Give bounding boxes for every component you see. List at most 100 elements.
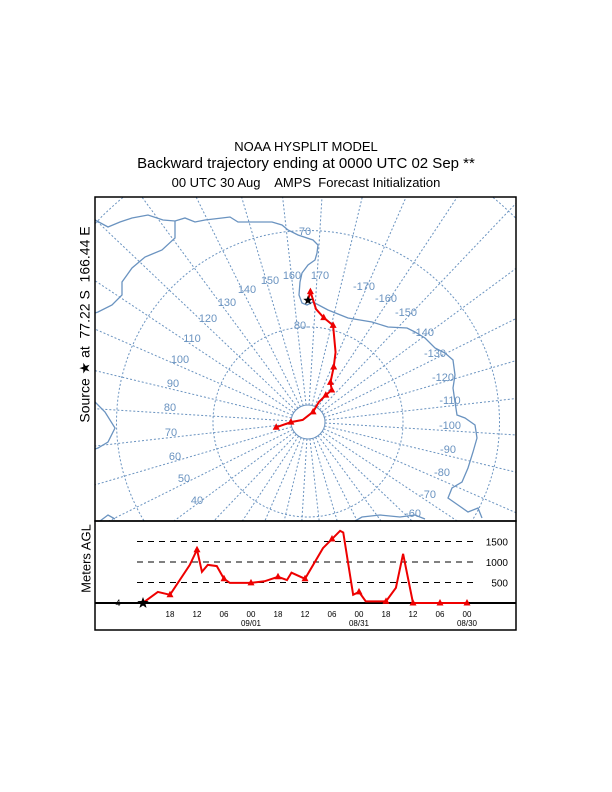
latitude-circle	[116, 230, 308, 521]
meridian-line	[195, 197, 301, 407]
height-marker	[166, 590, 174, 598]
meridian-line	[241, 197, 304, 406]
chart-subtitle-2: 00 UTC 30 Aug AMPS Forecast Initializati…	[171, 175, 441, 190]
trajectory-marker	[322, 391, 330, 398]
time-tick-label: 12	[193, 610, 202, 619]
longitude-label: -80	[434, 467, 450, 479]
date-tick-label: 09/01	[241, 619, 262, 628]
longitude-label: -150	[395, 307, 417, 319]
longitude-label: 80	[164, 402, 176, 414]
height-marker	[382, 597, 390, 604]
trajectory-line	[275, 288, 337, 429]
meridian-line	[312, 438, 338, 521]
meridian-line	[241, 435, 299, 521]
trajectory-marker	[287, 418, 295, 425]
longitude-label: -130	[424, 348, 446, 360]
source-label: Source ★ at 77.22 S 166.44 E	[76, 226, 93, 423]
longitude-label: 160	[283, 270, 301, 282]
source-star-icon	[303, 295, 313, 305]
time-tick-label: 12	[409, 610, 418, 619]
meridian-line	[264, 437, 302, 521]
longitude-label: 130	[218, 297, 236, 309]
height-tick-label: 1500	[486, 538, 509, 549]
latitude-circle	[95, 197, 124, 224]
longitude-label: 150	[261, 275, 279, 287]
start-height-label: 4	[115, 598, 120, 608]
meridian-line	[95, 370, 292, 419]
longitude-label: -120	[432, 372, 454, 384]
time-tick-label: 12	[301, 610, 310, 619]
height-marker	[274, 572, 282, 580]
height-marker	[301, 574, 309, 582]
meridian-line	[308, 197, 323, 406]
meridian-line	[324, 425, 516, 473]
longitude-label: 170	[311, 270, 329, 282]
chart-subtitle: Backward trajectory ending at 0000 UTC 0…	[137, 155, 475, 172]
meridian-line	[320, 433, 413, 521]
meridian-line	[95, 408, 292, 422]
longitude-label: 60	[169, 451, 181, 463]
longitude-label: -70	[420, 489, 436, 501]
longitude-label: 120	[199, 313, 217, 325]
time-tick-label: 00	[355, 610, 364, 619]
longitude-label: -100	[439, 420, 461, 432]
latitude-label: 80	[294, 320, 306, 332]
longitude-label: 40	[191, 495, 203, 507]
meridian-line	[323, 428, 516, 514]
latitude-label: 70	[299, 226, 311, 238]
meridian-line	[324, 360, 516, 418]
meridian-line	[95, 426, 292, 486]
time-tick-label: 18	[382, 610, 391, 619]
trajectory-marker	[272, 423, 280, 430]
meridian-line	[315, 437, 358, 521]
longitude-label: -170	[353, 281, 375, 293]
map-graticule: 70 80 150 160 170 -170-160 -150 -140 -130 -120 -11…	[95, 197, 516, 521]
latitude-circle	[308, 230, 500, 521]
trajectory-marker	[320, 313, 328, 321]
time-tick-label: 18	[274, 610, 283, 619]
longitude-label: 140	[238, 284, 256, 296]
meridian-line	[317, 435, 382, 521]
time-tick-label: 00	[463, 610, 472, 619]
height-tick-label: 500	[491, 579, 508, 590]
meridian-line	[95, 423, 292, 447]
latitude-circle	[492, 197, 516, 219]
height-marker	[220, 574, 228, 582]
longitude-label: -140	[412, 327, 434, 339]
meridian-line	[95, 280, 295, 413]
meridian-line	[311, 197, 363, 406]
time-tick-label: 06	[220, 610, 229, 619]
longitude-label: 50	[178, 473, 190, 485]
time-tick-label: 06	[436, 610, 445, 619]
height-frame	[94, 520, 517, 631]
meridian-line	[321, 268, 516, 413]
time-tick-label: 18	[166, 610, 175, 619]
longitude-label: -60	[405, 508, 421, 520]
meridian-line	[309, 438, 320, 521]
longitude-label: 70	[165, 427, 177, 439]
trajectory-marker	[328, 386, 336, 393]
longitude-label: 110	[183, 333, 201, 345]
map-panel: 70 80 150 160 170 -170-160 -150 -140 -130 -120 -11…	[95, 197, 516, 521]
trajectory-marker	[309, 407, 317, 415]
meridian-line	[321, 431, 458, 521]
meridian-line	[282, 197, 307, 406]
date-tick-label: 08/31	[349, 619, 370, 628]
meridian-line	[301, 438, 308, 521]
trajectory-marker	[306, 287, 314, 295]
height-marker	[328, 535, 336, 542]
meridian-line	[324, 398, 516, 421]
trajectory-marker	[329, 321, 337, 328]
height-marker	[247, 578, 255, 586]
trajectory	[272, 287, 338, 430]
longitude-label: -90	[440, 444, 456, 456]
date-tick-label: 08/30	[457, 619, 478, 628]
meridian-line	[213, 434, 297, 521]
time-tick-label: 00	[247, 610, 256, 619]
height-marker	[409, 599, 417, 606]
meridian-line	[173, 431, 295, 521]
height-start-star-icon	[137, 597, 149, 608]
height-marker	[355, 587, 363, 595]
